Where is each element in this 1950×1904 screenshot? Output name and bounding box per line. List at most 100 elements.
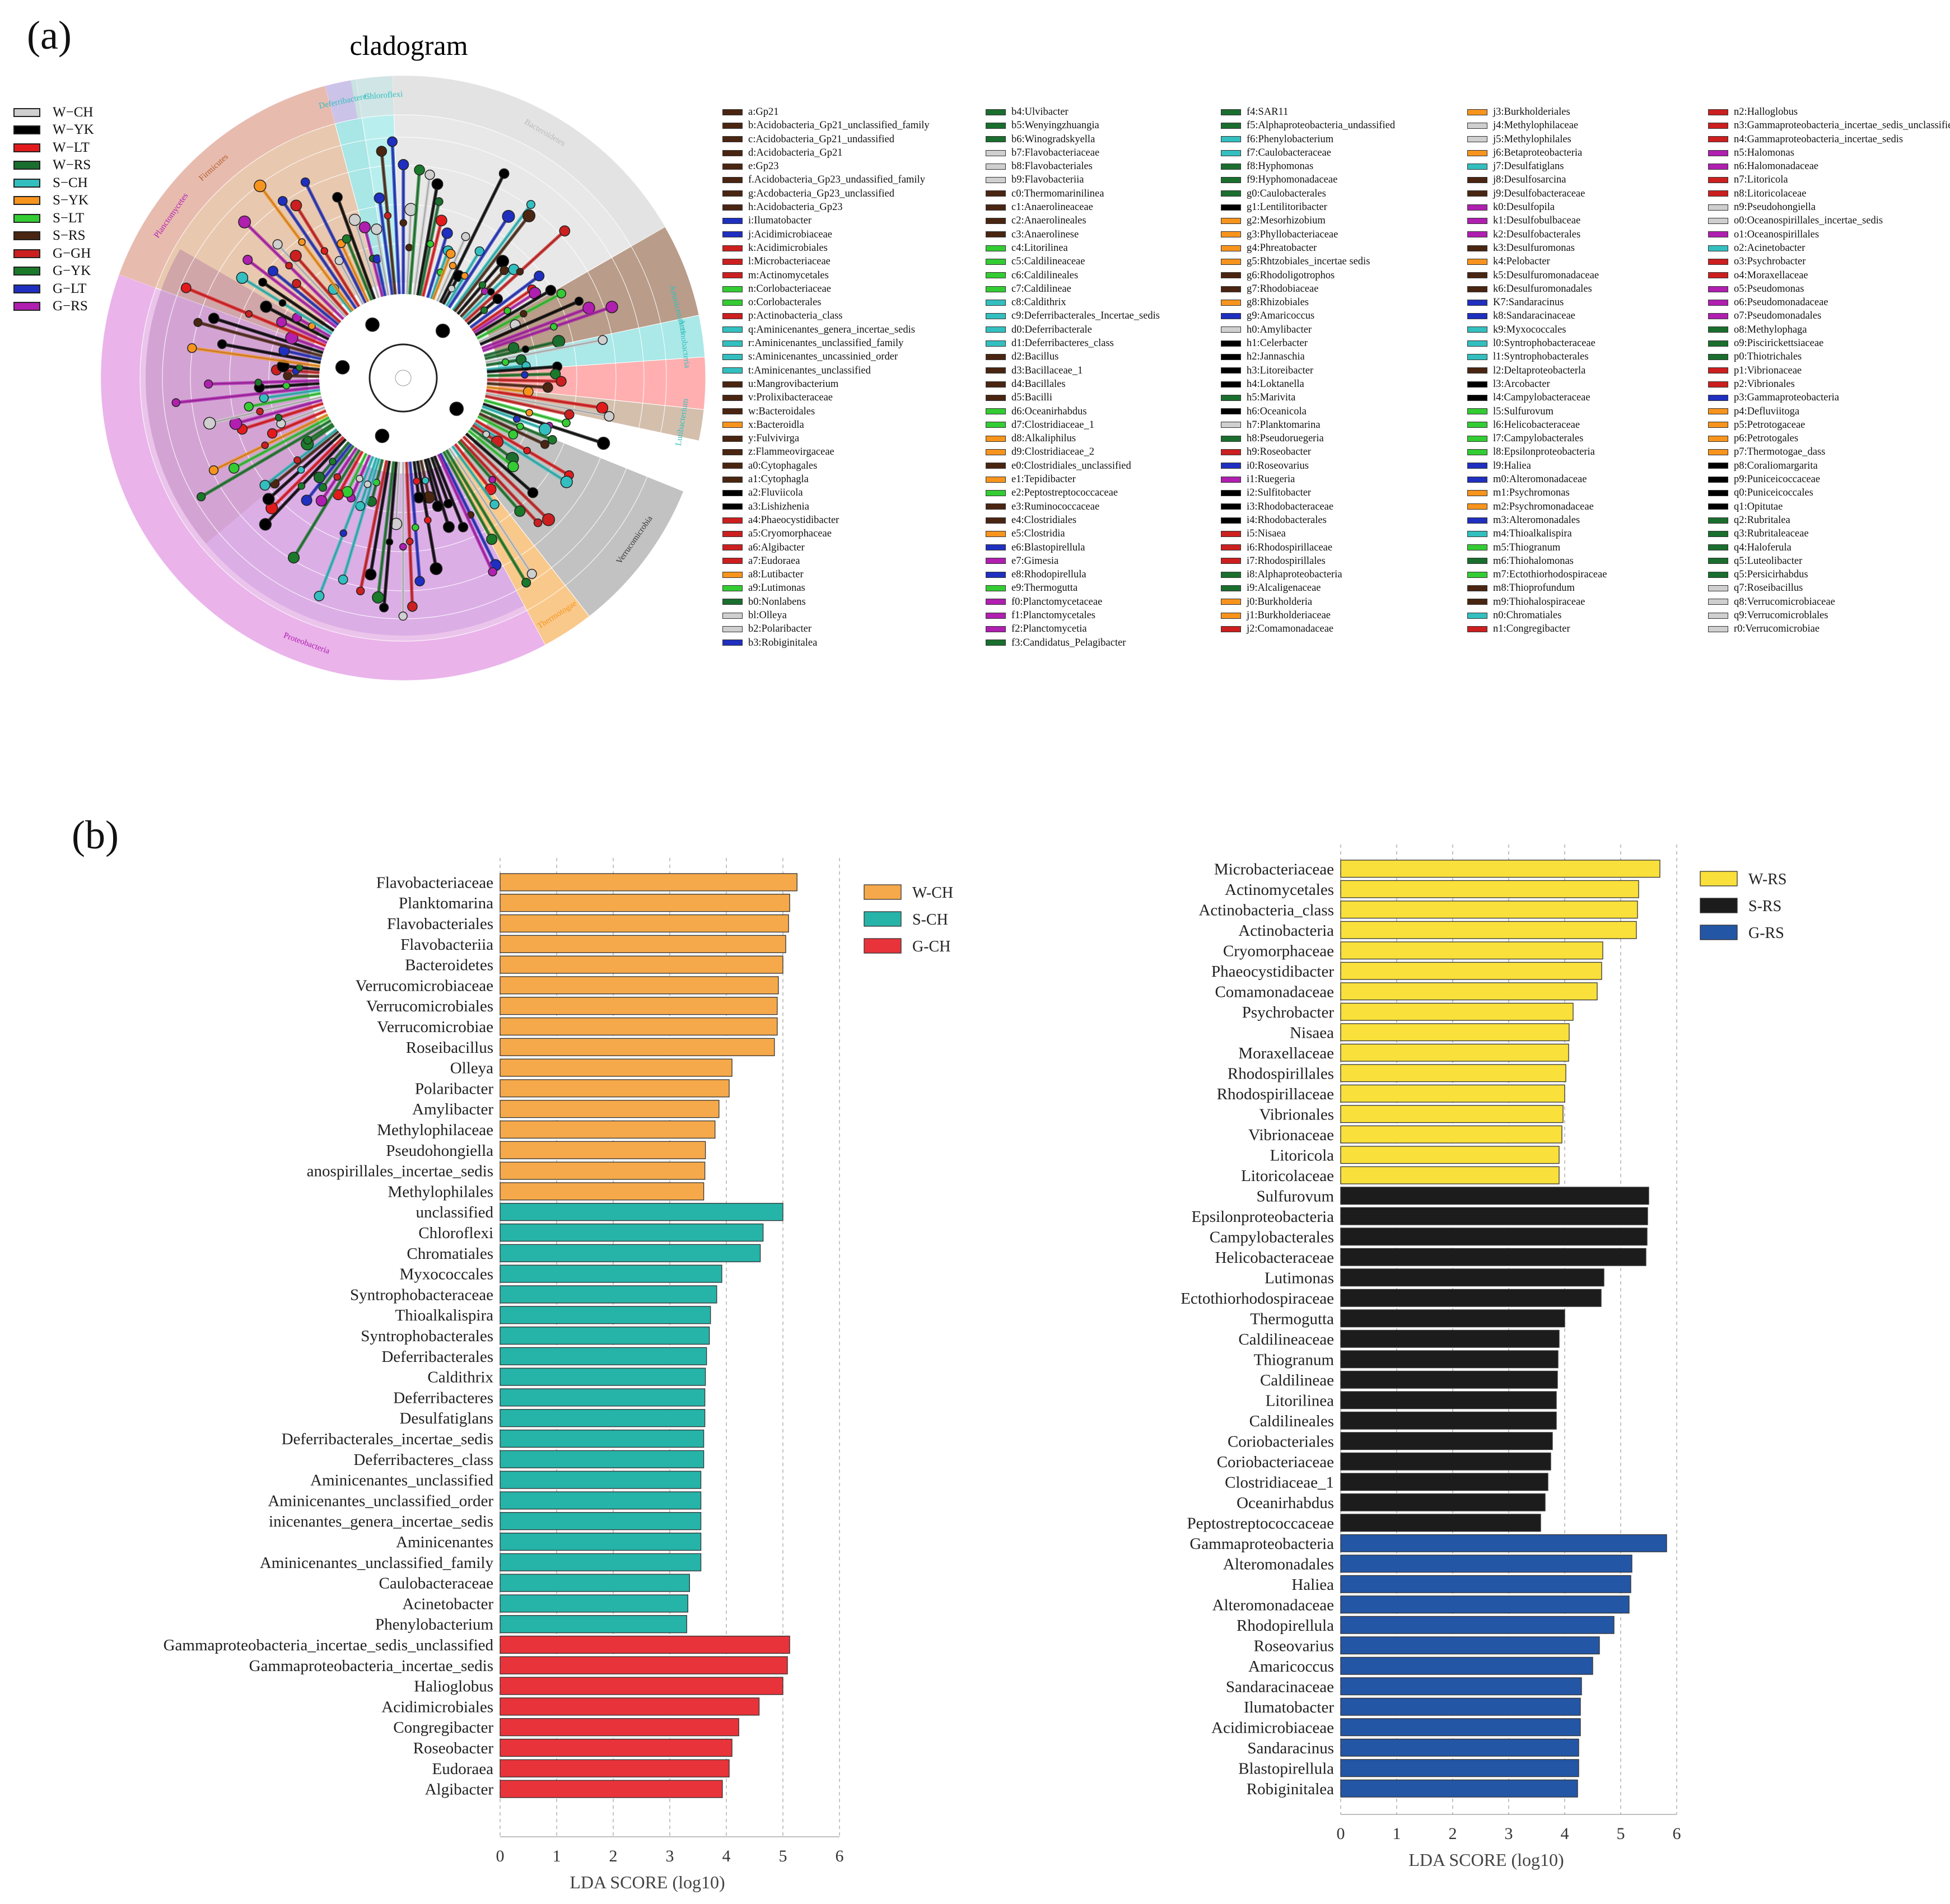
bar [1340, 1616, 1615, 1634]
taxa-key-item: j9:Desulfobacteraceae [1467, 187, 1607, 200]
bar [500, 997, 778, 1015]
tree-node [598, 335, 608, 345]
category-label: Aminicenantes_unclassified_family [260, 1554, 494, 1572]
taxa-key-swatch [1221, 204, 1241, 211]
group-legend-swatch [13, 231, 40, 241]
taxa-key-item: p8:Coraliomargarita [1708, 459, 1950, 473]
bar [500, 1161, 706, 1180]
taxa-key-item: b0:Nonlabens [722, 595, 930, 609]
taxa-key-label: k9:Myxococcales [1493, 324, 1566, 335]
taxa-key-swatch [1708, 136, 1728, 143]
tree-branch-highlight [248, 391, 321, 409]
taxa-key-item: h1:Celerbacter [1221, 337, 1395, 350]
taxa-key-label: a9:Lutimonas [748, 582, 805, 594]
tree-node [256, 408, 264, 416]
taxa-key-swatch [1708, 530, 1728, 537]
taxa-key-swatch [1467, 599, 1487, 605]
category-label: Helicobacteraceae [1215, 1249, 1335, 1267]
x-axis-label: LDA SCORE (log10) [570, 1872, 725, 1892]
category-label: Blastopirellula [1238, 1760, 1334, 1777]
taxa-key-item: l1:Syntrophobacterales [1467, 350, 1607, 363]
taxa-key-item: g5:Rhtzobiales_incertae sedis [1221, 255, 1395, 268]
taxa-key-label: p2:Vibrionales [1734, 378, 1795, 390]
taxa-key-label: j1:Burkholderiaceae [1247, 609, 1331, 621]
bar [500, 1635, 790, 1654]
taxa-key-item: b:Acidobacteria_Gp21_unclassified_family [722, 119, 930, 132]
taxa-key-item: i7:Rhodospirillales [1221, 554, 1395, 568]
taxa-key-item: c8:Caldithrix [986, 296, 1160, 309]
taxa-key-swatch [986, 353, 1006, 360]
group-legend-label: G−YK [53, 263, 91, 279]
taxa-key-swatch [1467, 190, 1487, 197]
tree-inner-node [435, 323, 450, 338]
tree-branch-highlight [358, 460, 389, 591]
tree-node [301, 494, 312, 506]
category-label: Syntrophobacterales [361, 1327, 493, 1345]
taxa-key-swatch [1221, 299, 1241, 306]
taxa-key-item: k1:Desulfobulbaceae [1467, 214, 1607, 227]
tree-branch-highlight [462, 435, 550, 521]
taxa-key-swatch [722, 626, 743, 632]
category-label: Actinobacteria_class [1198, 901, 1334, 919]
taxa-key-swatch [1467, 476, 1487, 483]
tree-branch-highlight [335, 197, 376, 300]
category-label: Moraxellaceae [1238, 1044, 1334, 1062]
taxa-key-label: e2:Peptostreptococcaceae [1011, 487, 1118, 499]
category-label: Halioglobus [414, 1678, 493, 1696]
taxa-key-item: k6:Desulfuromonadales [1467, 282, 1607, 296]
bar [1340, 1411, 1557, 1430]
taxa-key-label: q:Aminicenantes_genera_incertae_sedis [748, 324, 915, 335]
taxa-key-swatch [1467, 503, 1487, 510]
taxa-key-item: p:Actinobacteria_class [722, 309, 930, 323]
taxa-key-swatch [1708, 571, 1728, 578]
taxa-key-item: e8:Rhodopirellula [986, 568, 1160, 581]
taxa-key-item: d6:Oceanirhabdus [986, 405, 1160, 418]
taxa-key-label: f0:Planctomycetaceae [1011, 596, 1103, 608]
category-label: Gammaproteobacteria_incertae_sedis [249, 1657, 493, 1675]
x-axis-label: LDA SCORE (log10) [1408, 1850, 1564, 1870]
bar [500, 1079, 730, 1098]
taxa-key-swatch [1467, 286, 1487, 292]
tree-node [500, 265, 509, 276]
taxa-key-label: s:Aminicenantes_uncassinied_order [748, 351, 898, 363]
taxa-key-swatch [986, 245, 1006, 251]
taxa-key-label: h7:Planktomarina [1247, 419, 1321, 431]
category-label: Vibrionales [1259, 1105, 1334, 1123]
taxa-key-swatch [1221, 326, 1241, 333]
taxa-key-label: o9:Piscirickettsiaceae [1734, 338, 1824, 349]
x-tick-label: 3 [666, 1847, 674, 1865]
taxa-key-label: x:Bacteroidla [748, 419, 804, 431]
taxa-key-item: b9:Flavobacteriia [986, 173, 1160, 186]
taxa-key-swatch [1467, 558, 1487, 564]
bar [1340, 1146, 1560, 1164]
taxa-key-swatch [1221, 503, 1241, 510]
taxa-key-swatch [1221, 136, 1241, 143]
taxa-key-label: q4:Haloferula [1734, 542, 1792, 553]
taxa-key-swatch [986, 612, 1006, 619]
tree-node [208, 465, 219, 475]
taxa-key-label: v:Prolixibacteraceae [748, 392, 833, 404]
taxa-key-swatch [1708, 326, 1728, 333]
category-label: Algibacter [425, 1781, 494, 1799]
category-label: Planktomarina [399, 894, 493, 912]
tree-node [290, 250, 302, 262]
taxa-key-item: c:Acidobacteria_Gp21_undassified [722, 133, 930, 146]
taxa-key-label: p6:Petrotogales [1734, 433, 1799, 445]
taxa-key-label: f7:Caulobacteraceae [1247, 147, 1331, 158]
taxa-key-swatch [722, 476, 743, 483]
taxa-key-swatch [1467, 258, 1487, 265]
taxa-key-item: h2:Jannaschia [1221, 350, 1395, 363]
tree-branch-highlight [438, 172, 506, 304]
tree-branch-highlight [304, 181, 367, 304]
taxa-key-swatch [1221, 381, 1241, 388]
tree-inner-node [375, 428, 390, 444]
tree-branch-highlight [487, 378, 562, 383]
tree-branch-highlight [222, 342, 321, 365]
taxa-key-swatch [722, 190, 743, 197]
taxa-key-swatch [986, 190, 1006, 197]
tree-node [288, 552, 300, 564]
group-legend-item: G−RS [13, 298, 94, 316]
taxa-key-label: l3:Arcobacter [1493, 378, 1550, 390]
tree-node [507, 460, 519, 473]
taxa-key-label: p0:Thiotrichales [1734, 351, 1802, 363]
